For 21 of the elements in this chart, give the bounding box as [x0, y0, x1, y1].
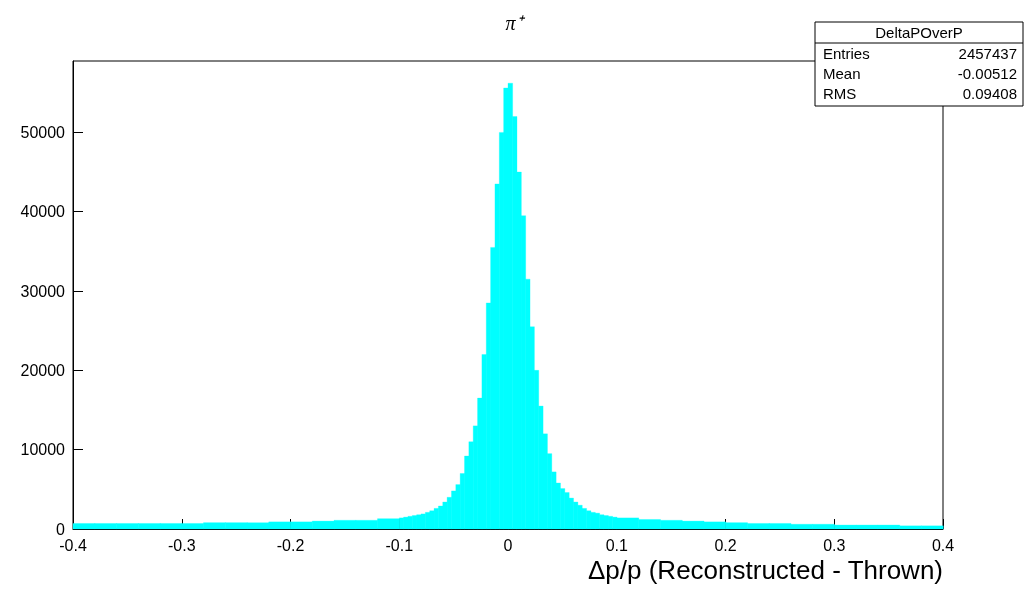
- y-tick-label: 30000: [20, 282, 66, 300]
- y-tick-label: 50000: [20, 123, 66, 141]
- text: Mean -0.00512: [823, 65, 1017, 82]
- text: RMS 0.09408: [823, 85, 1017, 102]
- x-tick-label: 0.3: [823, 536, 846, 554]
- x-tick-label: 0.2: [714, 536, 737, 554]
- y-tick-label: 20000: [20, 361, 66, 379]
- x-tick-label: -0.1: [385, 536, 414, 554]
- x-tick-label: 0: [503, 536, 513, 554]
- y-tick-label: 0: [56, 520, 66, 538]
- x-tick-label: 0.1: [605, 536, 628, 554]
- text: DeltaPOverP: [875, 24, 963, 41]
- y-tick-label: 10000: [20, 441, 66, 459]
- x-tick-label: 0.4: [931, 536, 955, 554]
- x-tick-label: -0.4: [59, 536, 87, 554]
- x-tick-label: -0.3: [167, 536, 196, 554]
- x-axis-title: Δp/p (Reconstructed - Thrown): [587, 555, 943, 585]
- chart-title: π⁺: [505, 12, 526, 34]
- x-tick-label: -0.2: [276, 536, 305, 554]
- y-tick-label: 40000: [20, 203, 66, 221]
- text: Entries 2457437: [823, 45, 1017, 62]
